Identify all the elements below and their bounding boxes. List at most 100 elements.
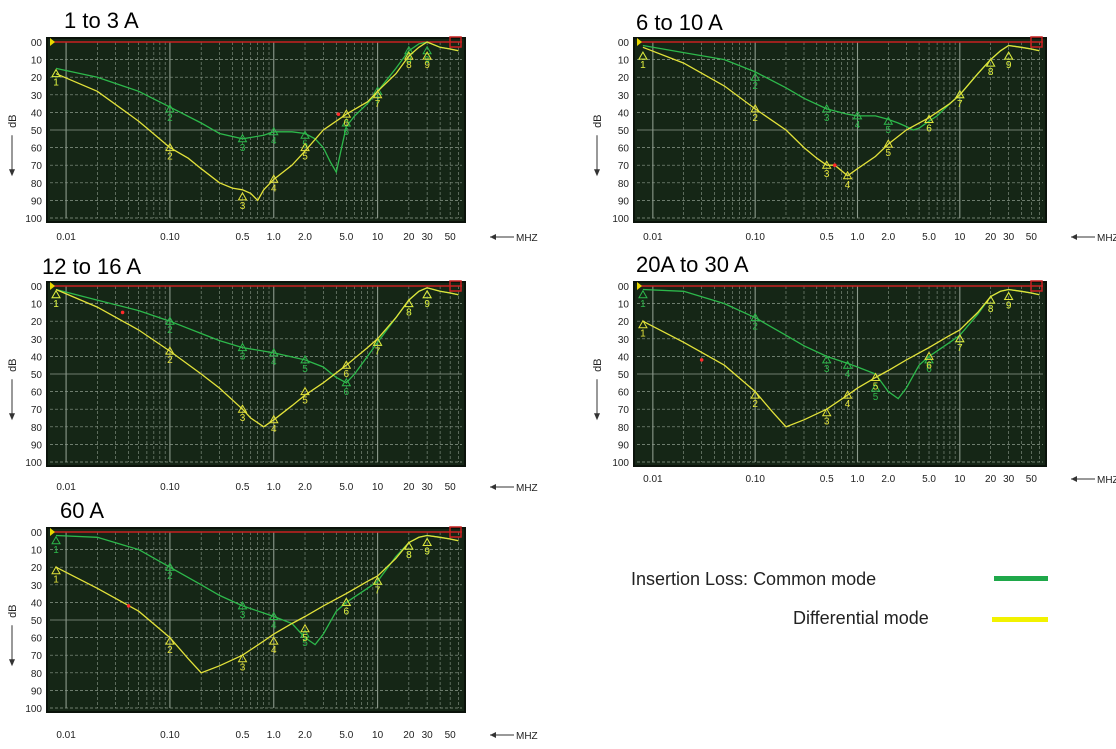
marker-triangle-icon	[165, 346, 175, 355]
marker-triangle-icon	[372, 86, 383, 95]
left-arrow-icon	[1071, 476, 1077, 482]
red-point-mark	[126, 604, 131, 608]
y-tick-label: 00	[31, 528, 43, 539]
reference-start-icon	[637, 282, 642, 290]
marker-label: 1	[640, 329, 646, 340]
marker-triangle-icon	[300, 130, 310, 139]
marker-label: 5	[886, 148, 892, 159]
series-line-differential	[642, 44, 1040, 177]
y-tick-label: 90	[618, 440, 630, 451]
marker-label: 8	[406, 550, 412, 561]
marker-triangle-icon	[165, 316, 175, 325]
marker-triangle-icon	[924, 114, 934, 123]
x-tick-label: 0.5	[236, 232, 250, 243]
marker-label: 7	[957, 343, 963, 354]
y-tick-label: 00	[31, 282, 43, 293]
marker-label: 5	[886, 125, 892, 136]
marker-label: 4	[845, 369, 851, 380]
marker-triangle-icon	[924, 351, 934, 360]
marker-label: 5	[302, 633, 308, 644]
y-tick-label: 60	[31, 144, 43, 155]
y-tick-label: 70	[618, 161, 630, 172]
series-line-differential	[55, 534, 459, 674]
x-tick-label: 50	[445, 482, 457, 493]
reference-marker-icon	[449, 280, 462, 292]
marker-label: 5	[873, 382, 879, 393]
marker-label: 2	[167, 152, 173, 163]
marker-label: 4	[855, 120, 861, 131]
x-tick-label: 10	[372, 482, 384, 493]
x-tick-label: 10	[372, 730, 384, 741]
marker-label: 4	[271, 136, 277, 147]
x-tick-label: 0.10	[745, 474, 765, 485]
x-tick-label: 0.01	[56, 232, 76, 243]
marker-triangle-icon	[403, 51, 414, 60]
y-tick-label: 40	[31, 108, 43, 119]
marker-triangle-icon	[341, 117, 352, 127]
marker-label: 1	[53, 299, 59, 310]
marker-label: 1	[53, 299, 59, 310]
red-point-mark	[699, 358, 704, 362]
series-line-differential	[642, 288, 1040, 428]
series-line-differential	[55, 41, 459, 202]
marker-label: 5	[302, 396, 308, 407]
marker-label: 5	[302, 152, 308, 163]
marker-label: 8	[406, 55, 412, 66]
marker-label: 9	[1006, 60, 1012, 71]
series-line-common	[55, 41, 459, 174]
y-tick-label: 40	[31, 598, 43, 609]
marker-label: 1	[53, 545, 59, 556]
marker-label: 8	[988, 67, 994, 78]
marker-triangle-icon	[750, 390, 761, 399]
marker-triangle-icon	[237, 191, 248, 201]
marker-triangle-icon	[341, 597, 352, 606]
y-tick-label: 20	[31, 317, 43, 328]
x-tick-label: 0.10	[160, 730, 180, 741]
marker-label: 9	[1006, 301, 1012, 312]
marker-triangle-icon	[165, 562, 175, 571]
y-tick-label: 10	[31, 300, 43, 311]
marker-triangle-icon	[638, 289, 648, 299]
x-tick-label: 10	[954, 232, 966, 243]
y-tick-label: 10	[618, 300, 630, 311]
marker-label: 7	[957, 99, 963, 110]
marker-triangle-icon	[985, 295, 996, 304]
marker-triangle-icon	[237, 600, 248, 610]
marker-label: 8	[988, 304, 994, 315]
y-tick-label: 90	[31, 440, 43, 451]
marker-label: 4	[845, 180, 851, 191]
marker-label: 4	[271, 357, 277, 368]
x-tick-label: 0.01	[643, 232, 663, 243]
marker-triangle-icon	[1003, 291, 1014, 301]
marker-triangle-icon	[300, 623, 310, 633]
reference-start-icon	[50, 38, 55, 46]
x-tick-label: 5.0	[339, 482, 353, 493]
y-tick-label: 70	[31, 651, 43, 662]
y-tick-label: 40	[618, 352, 630, 363]
y-tick-label: 30	[31, 335, 43, 346]
marker-triangle-icon	[165, 103, 175, 113]
marker-triangle-icon	[842, 170, 853, 180]
y-tick-label: 70	[618, 405, 630, 416]
y-tick-label: 40	[31, 352, 43, 363]
left-arrow-icon	[490, 234, 496, 240]
marker-label: 3	[240, 663, 246, 674]
y-tick-label: 80	[31, 423, 43, 434]
y-tick-label: 30	[31, 91, 43, 102]
x-tick-label: 10	[954, 474, 966, 485]
marker-label: 3	[824, 169, 830, 180]
y-tick-label: 90	[31, 686, 43, 697]
x-tick-label: 5.0	[922, 232, 936, 243]
down-arrow-icon	[594, 169, 600, 177]
x-tick-label: 5.0	[339, 232, 353, 243]
chart-title: 60 A	[60, 498, 105, 523]
marker-label: 8	[406, 60, 412, 71]
y-tick-label: 100	[25, 458, 42, 469]
marker-triangle-icon	[821, 354, 832, 364]
marker-triangle-icon	[341, 109, 352, 118]
x-tick-label: 2.0	[881, 232, 895, 243]
marker-triangle-icon	[852, 110, 863, 120]
y-tick-label: 70	[31, 405, 43, 416]
x-tick-label: 0.01	[56, 482, 76, 493]
legend-differential-swatch	[992, 617, 1048, 622]
